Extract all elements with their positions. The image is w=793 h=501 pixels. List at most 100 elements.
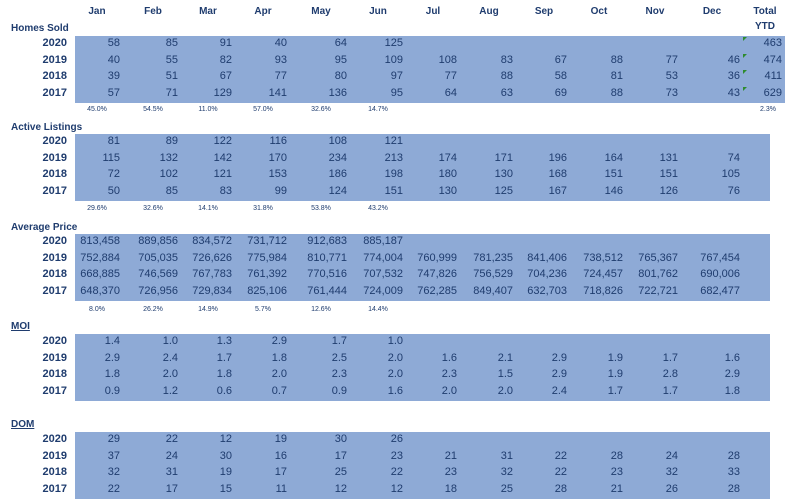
table-cell: 33 [727, 466, 740, 478]
year-label: 2018 [42, 168, 67, 180]
table-cell: 151 [604, 168, 623, 180]
month-header-jan: Jan [88, 6, 106, 17]
table-cell: 97 [390, 70, 403, 82]
percent-change: 53.8% [311, 205, 331, 212]
year-label: 2020 [42, 235, 67, 247]
table-cell: 234 [328, 151, 347, 164]
table-cell: 2.0 [387, 368, 403, 380]
table-cell: 834,572 [192, 235, 232, 247]
table-cell: 1.7 [662, 351, 678, 364]
total-header: Total [753, 6, 777, 17]
table-cell: 93 [274, 53, 287, 66]
table-cell: 765,367 [638, 251, 678, 264]
table-cell: 95 [334, 53, 347, 66]
table-cell: 1.7 [662, 384, 678, 397]
table-cell: 2.9 [104, 351, 120, 364]
table-cell: 136 [328, 86, 347, 99]
month-header-apr: Apr [254, 6, 272, 17]
table-cell: 171 [494, 151, 513, 164]
comment-flag-icon [743, 70, 747, 74]
table-cell: 885,187 [363, 235, 403, 247]
table-cell: 2.0 [162, 368, 178, 380]
month-header-aug: Aug [479, 6, 499, 17]
table-cell: 17 [165, 482, 178, 495]
table-cell: 39 [107, 70, 120, 82]
table-cell: 69 [554, 86, 567, 99]
table-cell: 57 [107, 86, 120, 99]
table-cell: 889,856 [138, 235, 178, 247]
table-cell: 164 [604, 151, 623, 164]
table-cell: 1.8 [271, 351, 287, 364]
table-cell: 73 [665, 86, 678, 99]
table-cell: 91 [219, 37, 232, 49]
table-cell: 761,444 [307, 284, 347, 297]
table-cell: 82 [219, 53, 232, 66]
table-cell: 64 [334, 37, 347, 49]
table-cell: 46 [727, 53, 740, 66]
table-cell: 825,106 [247, 284, 287, 297]
table-cell: 81 [107, 135, 120, 147]
table-cell: 153 [268, 168, 287, 180]
data-band [75, 134, 770, 201]
table-cell: 102 [159, 168, 178, 180]
percent-change: 32.6% [311, 106, 331, 113]
table-cell: 760,999 [417, 251, 457, 264]
table-cell: 85 [165, 37, 178, 49]
table-cell: 76 [727, 184, 740, 197]
table-cell: 1.5 [497, 368, 513, 380]
year-label: 2019 [42, 351, 67, 364]
table-cell: 109 [384, 53, 403, 66]
table-cell: 1.7 [607, 384, 623, 397]
table-cell: 24 [665, 449, 678, 462]
table-cell: 32 [500, 466, 513, 478]
year-label: 2017 [42, 482, 67, 495]
percent-change: 12.6% [311, 306, 331, 313]
section-title: MOI [11, 321, 30, 332]
table-cell: 36 [727, 70, 740, 82]
table-cell: 151 [384, 184, 403, 197]
table-cell: 1.8 [216, 368, 232, 380]
table-cell: 1.8 [724, 384, 740, 397]
table-cell: 746,569 [138, 268, 178, 280]
table-cell: 180 [438, 168, 457, 180]
table-cell: 2.8 [662, 368, 678, 380]
year-label: 2020 [42, 135, 67, 147]
year-label: 2018 [42, 268, 67, 280]
table-cell: 775,984 [247, 251, 287, 264]
table-cell: 1.6 [724, 351, 740, 364]
total-cell: 474 [763, 53, 782, 66]
table-cell: 115 [102, 151, 120, 164]
section-title: Active Listings [11, 122, 83, 133]
table-cell: 770,516 [307, 268, 347, 280]
table-cell: 63 [500, 86, 513, 99]
data-band [75, 334, 770, 401]
table-cell: 1.4 [104, 335, 120, 347]
year-label: 2019 [42, 151, 67, 164]
percent-change: 14.4% [368, 306, 388, 313]
table-cell: 18 [444, 482, 457, 495]
table-cell: 22 [165, 433, 178, 445]
table-cell: 130 [494, 168, 513, 180]
table-cell: 781,235 [473, 251, 513, 264]
table-cell: 77 [274, 70, 287, 82]
table-cell: 12 [334, 482, 347, 495]
table-cell: 30 [219, 449, 232, 462]
table-cell: 58 [554, 70, 567, 82]
table-cell: 105 [721, 168, 740, 180]
table-cell: 2.0 [497, 384, 513, 397]
table-cell: 1.7 [216, 351, 232, 364]
year-label: 2018 [42, 466, 67, 478]
year-label: 2020 [42, 37, 67, 49]
table-cell: 121 [384, 135, 403, 147]
percent-change: 45.0% [87, 106, 107, 113]
table-cell: 705,035 [138, 251, 178, 264]
table-cell: 2.9 [551, 351, 567, 364]
ytd-header: YTD [755, 21, 775, 32]
table-cell: 731,712 [247, 235, 287, 247]
table-cell: 67 [219, 70, 232, 82]
table-cell: 126 [659, 184, 678, 197]
table-cell: 648,370 [80, 284, 120, 297]
table-cell: 632,703 [527, 284, 567, 297]
table-cell: 21 [444, 449, 457, 462]
table-cell: 2.9 [724, 368, 740, 380]
